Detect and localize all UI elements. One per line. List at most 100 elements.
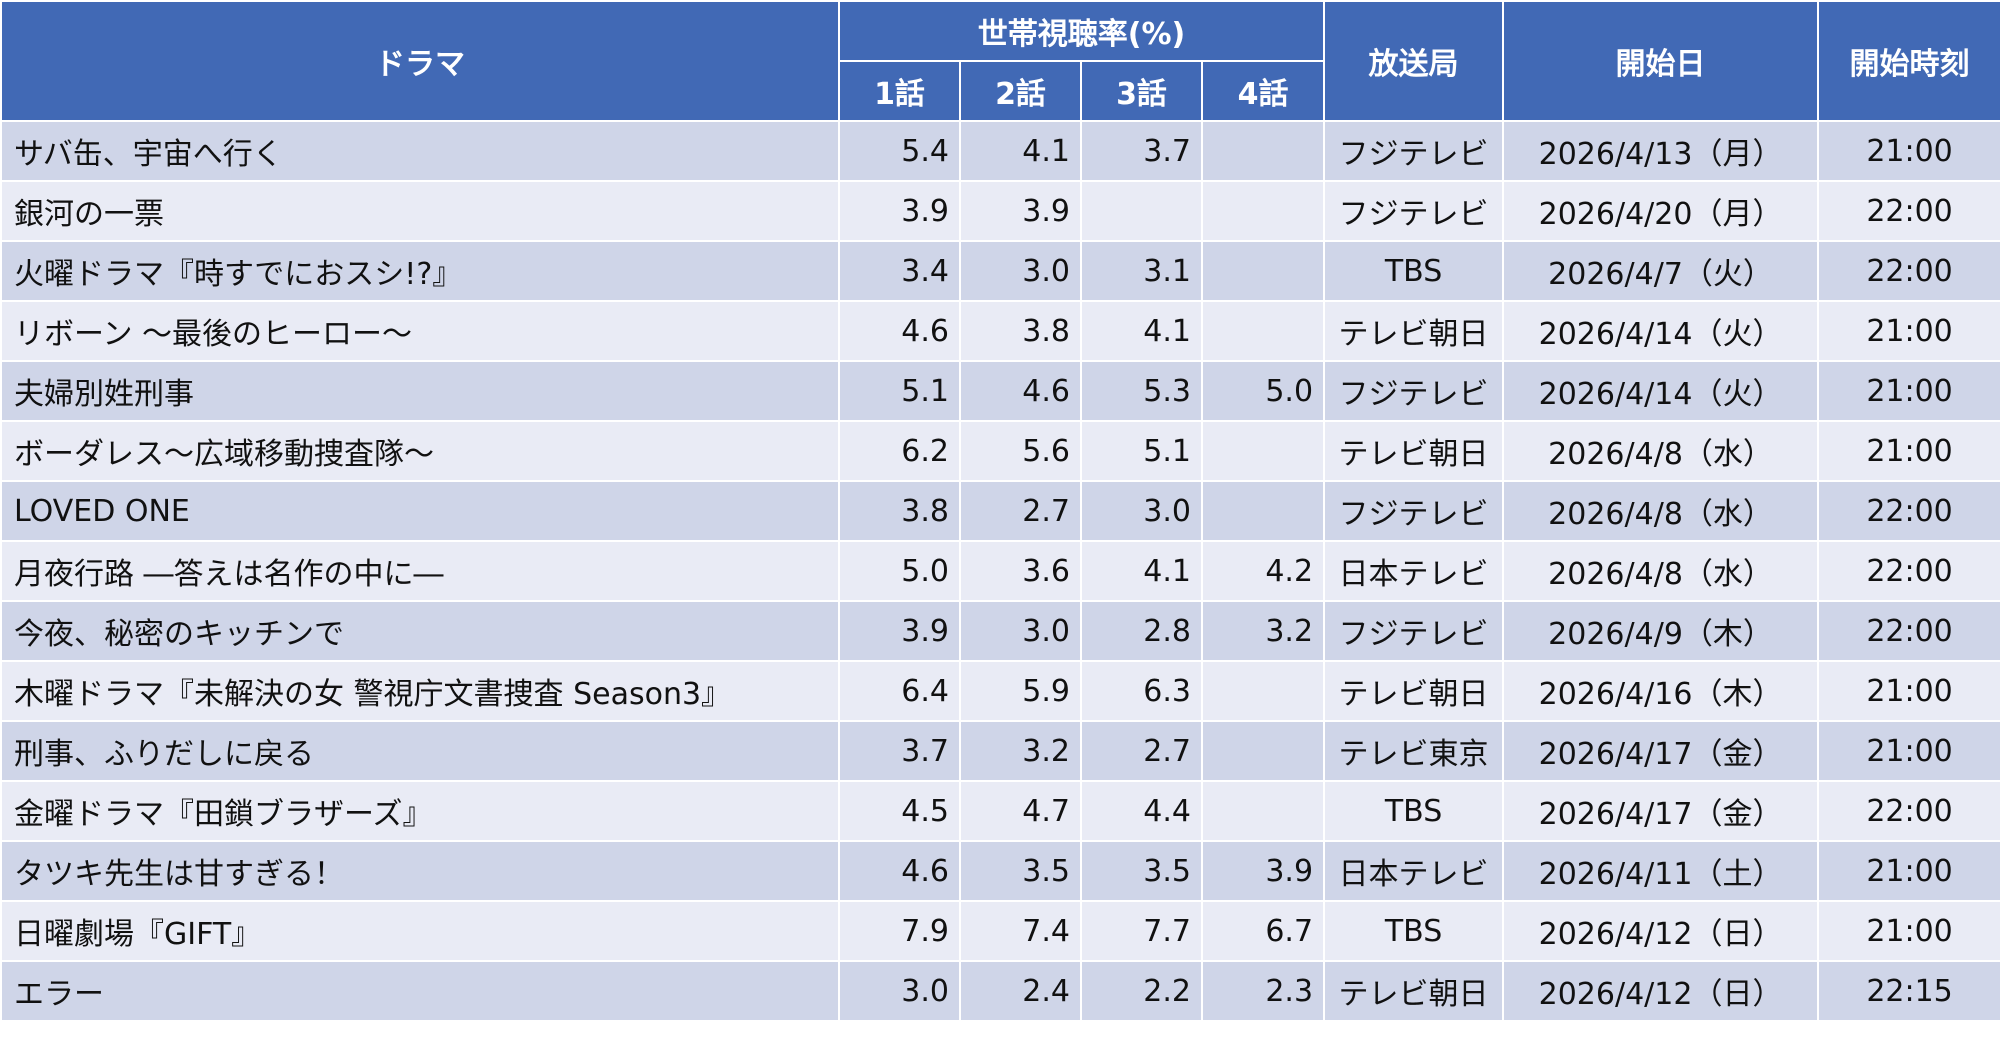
cell: 2026/4/17（金） bbox=[1502, 720, 1820, 782]
cell: 21:00 bbox=[1817, 660, 2000, 722]
table-row: 月夜行路 ―答えは名作の中に― 5.0 3.6 4.1 4.2 日本テレビ 2026/4/8… bbox=[0, 540, 2000, 602]
cell: テレビ朝日 bbox=[1323, 660, 1505, 722]
cell: サバ缶、宇宙へ行く bbox=[0, 120, 840, 182]
cell bbox=[1200, 240, 1326, 302]
cell: 4.6 bbox=[838, 840, 961, 902]
cell: TBS bbox=[1323, 780, 1505, 842]
cell: 22:00 bbox=[1817, 240, 2000, 302]
cell: 2026/4/12（日） bbox=[1502, 960, 1820, 1022]
cell: 3.0 bbox=[959, 600, 1082, 662]
cell: 2026/4/16（木） bbox=[1502, 660, 1820, 722]
cell: 2026/4/13（月） bbox=[1502, 120, 1820, 182]
cell: フジテレビ bbox=[1323, 360, 1505, 422]
table-row: タツキ先生は甘すぎる！ 4.6 3.5 3.5 3.9 日本テレビ 2026/4/11（土）… bbox=[0, 840, 2000, 902]
table-row: エラー 3.0 2.4 2.2 2.3 テレビ朝日 2026/4/12（日） 22:15 bbox=[0, 960, 2000, 1022]
cell: フジテレビ bbox=[1323, 480, 1505, 542]
table-row: リボーン ～最後のヒーロー～ 4.6 3.8 4.1 テレビ朝日 2026/4/14（火）… bbox=[0, 300, 2000, 362]
cell: 2.3 bbox=[1200, 960, 1326, 1022]
cell: 4.1 bbox=[1080, 300, 1203, 362]
cell: 22:00 bbox=[1817, 780, 2000, 842]
cell: 22:00 bbox=[1817, 480, 2000, 542]
table-row: 刑事、ふりだしに戻る 3.7 3.2 2.7 テレビ東京 2026/4/17（金） 21:0… bbox=[0, 720, 2000, 782]
cell: 2026/4/14（火） bbox=[1502, 360, 1820, 422]
cell: テレビ朝日 bbox=[1323, 300, 1505, 362]
ratings-table: ドラマ 世帯視聴率(%) 放送局 開始日 開始時刻 1話 2話 3話 4話 サバ缶、宇… bbox=[0, 0, 2000, 1022]
cell: 4.2 bbox=[1200, 540, 1326, 602]
cell: 2.7 bbox=[959, 480, 1082, 542]
header-cell: 4話 bbox=[1200, 60, 1326, 122]
cell: 21:00 bbox=[1817, 720, 2000, 782]
header-cell: 3話 bbox=[1080, 60, 1203, 122]
table-row: 日曜劇場『GIFT』 7.9 7.4 7.7 6.7 TBS 2026/4/12（日） 21:… bbox=[0, 900, 2000, 962]
cell bbox=[1200, 420, 1326, 482]
table-row: 夫婦別姓刑事 5.1 4.6 5.3 5.0 フジテレビ 2026/4/14（火） 21:00 bbox=[0, 360, 2000, 422]
cell: 2026/4/7（火） bbox=[1502, 240, 1820, 302]
cell: 21:00 bbox=[1817, 900, 2000, 962]
cell: 7.9 bbox=[838, 900, 961, 962]
cell: 5.0 bbox=[838, 540, 961, 602]
cell: 22:00 bbox=[1817, 600, 2000, 662]
cell: 21:00 bbox=[1817, 360, 2000, 422]
cell: 3.8 bbox=[838, 480, 961, 542]
cell: 3.7 bbox=[1080, 120, 1203, 182]
cell: フジテレビ bbox=[1323, 180, 1505, 242]
cell: 日本テレビ bbox=[1323, 540, 1505, 602]
table-row: 金曜ドラマ『田鎖ブラザーズ』 4.5 4.7 4.4 TBS 2026/4/17（金） 22… bbox=[0, 780, 2000, 842]
cell: テレビ朝日 bbox=[1323, 420, 1505, 482]
cell: 6.4 bbox=[838, 660, 961, 722]
table-row: LOVED ONE 3.8 2.7 3.0 フジテレビ 2026/4/8（水） 22:00 bbox=[0, 480, 2000, 542]
cell: フジテレビ bbox=[1323, 600, 1505, 662]
header-cell: ドラマ bbox=[0, 0, 840, 122]
cell: 4.7 bbox=[959, 780, 1082, 842]
cell: 2026/4/11（土） bbox=[1502, 840, 1820, 902]
cell: 2026/4/8（水） bbox=[1502, 540, 1820, 602]
table-row: 火曜ドラマ『時すでにおスシ!?』 3.4 3.0 3.1 TBS 2026/4/7（火） 2… bbox=[0, 240, 2000, 302]
cell: 2026/4/17（金） bbox=[1502, 780, 1820, 842]
cell: 2.2 bbox=[1080, 960, 1203, 1022]
cell: 7.4 bbox=[959, 900, 1082, 962]
cell: 2.7 bbox=[1080, 720, 1203, 782]
cell: 5.6 bbox=[959, 420, 1082, 482]
cell: 3.5 bbox=[959, 840, 1082, 902]
header-cell: 開始時刻 bbox=[1817, 0, 2000, 122]
cell: 4.1 bbox=[959, 120, 1082, 182]
cell: 2.8 bbox=[1080, 600, 1203, 662]
cell: 2.4 bbox=[959, 960, 1082, 1022]
header-cell: 放送局 bbox=[1323, 0, 1505, 122]
table-row: 木曜ドラマ『未解決の女 警視庁文書捜査 Season3』 6.4 5.9 6.3 テレビ… bbox=[0, 660, 2000, 722]
cell: 夫婦別姓刑事 bbox=[0, 360, 840, 422]
cell: 2026/4/9（木） bbox=[1502, 600, 1820, 662]
cell: 2026/4/8（水） bbox=[1502, 420, 1820, 482]
cell: 3.2 bbox=[959, 720, 1082, 782]
cell bbox=[1200, 300, 1326, 362]
cell: 21:00 bbox=[1817, 120, 2000, 182]
cell: 3.9 bbox=[838, 600, 961, 662]
cell: 火曜ドラマ『時すでにおスシ!?』 bbox=[0, 240, 840, 302]
cell: テレビ朝日 bbox=[1323, 960, 1505, 1022]
cell: 4.1 bbox=[1080, 540, 1203, 602]
cell: 日本テレビ bbox=[1323, 840, 1505, 902]
cell: 5.4 bbox=[838, 120, 961, 182]
cell: 3.7 bbox=[838, 720, 961, 782]
table-row: 銀河の一票 3.9 3.9 フジテレビ 2026/4/20（月） 22:00 bbox=[0, 180, 2000, 242]
cell: TBS bbox=[1323, 900, 1505, 962]
cell: 日曜劇場『GIFT』 bbox=[0, 900, 840, 962]
cell: 3.6 bbox=[959, 540, 1082, 602]
cell: 3.9 bbox=[838, 180, 961, 242]
cell: 3.8 bbox=[959, 300, 1082, 362]
cell: 3.4 bbox=[838, 240, 961, 302]
header-cell: 2話 bbox=[959, 60, 1082, 122]
cell bbox=[1200, 480, 1326, 542]
cell: 3.5 bbox=[1080, 840, 1203, 902]
cell bbox=[1200, 660, 1326, 722]
cell: 3.0 bbox=[959, 240, 1082, 302]
cell: 21:00 bbox=[1817, 840, 2000, 902]
cell: 5.1 bbox=[838, 360, 961, 422]
cell: 6.7 bbox=[1200, 900, 1326, 962]
cell: 5.1 bbox=[1080, 420, 1203, 482]
cell: テレビ東京 bbox=[1323, 720, 1505, 782]
cell: 22:00 bbox=[1817, 540, 2000, 602]
cell: 今夜、秘密のキッチンで bbox=[0, 600, 840, 662]
cell bbox=[1200, 180, 1326, 242]
